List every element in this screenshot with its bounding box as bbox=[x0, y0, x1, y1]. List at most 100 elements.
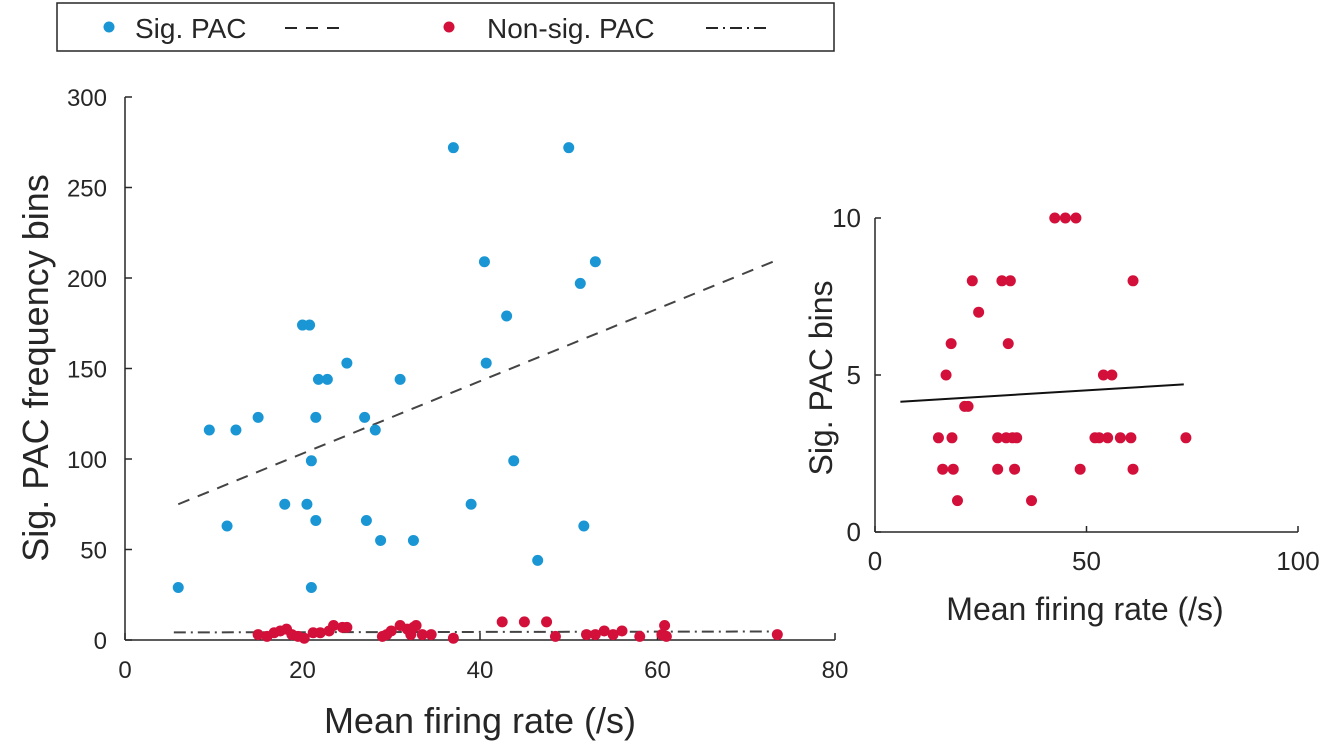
nonsig-data-point bbox=[771, 629, 783, 641]
sig-data-point bbox=[304, 319, 316, 331]
x-tick-label: 0 bbox=[118, 657, 131, 684]
nonsig-data-point bbox=[946, 432, 958, 444]
nonsig-data-point bbox=[947, 463, 959, 475]
nonsig-data-point bbox=[298, 632, 310, 644]
nonsig-data-point bbox=[581, 629, 592, 641]
nonsig-data-point bbox=[1180, 432, 1192, 444]
inset-y-ticks: 0 5 10 bbox=[832, 203, 881, 547]
nonsig-data-point bbox=[616, 625, 628, 637]
fit-line-dashed bbox=[177, 260, 774, 506]
sig-data-point bbox=[394, 373, 406, 385]
main-y-axis-title: Sig. PAC frequency bins bbox=[15, 174, 56, 562]
nonsig-data-point bbox=[549, 630, 561, 642]
nonsig-data-point bbox=[1127, 275, 1139, 287]
nonsig-data-point bbox=[1106, 369, 1118, 381]
inset-x-axis-title: Mean firing rate (/s) bbox=[946, 591, 1223, 627]
sig-data-point bbox=[375, 534, 387, 546]
nonsig-data-point bbox=[1127, 463, 1139, 475]
nonsig-data-point bbox=[1097, 369, 1109, 381]
nonsig-data-point bbox=[496, 616, 508, 628]
nonsig-data-point bbox=[1026, 495, 1038, 507]
nonsig-data-point bbox=[1114, 432, 1126, 444]
sig-data-point bbox=[310, 411, 322, 423]
sig-data-point bbox=[279, 498, 291, 510]
inset-x-axis: 0 50 100 Mean firing rate (/s) bbox=[868, 526, 1320, 627]
main-x-axis: 0 20 40 60 80 Mean firing rate (/s) bbox=[118, 633, 848, 741]
sig-data-point bbox=[321, 373, 333, 385]
sig-data-point bbox=[305, 455, 317, 467]
sig-data-point bbox=[301, 498, 313, 510]
nonsig-data-point bbox=[607, 629, 619, 641]
inset-x-ticks: 0 50 100 bbox=[868, 526, 1320, 576]
x-tick-label: 60 bbox=[644, 657, 671, 684]
legend: Sig. PAC Non-sig. PAC bbox=[56, 2, 835, 52]
nonsig-data-point bbox=[328, 620, 340, 632]
sig-data-point bbox=[447, 142, 459, 154]
sig-data-point bbox=[172, 582, 184, 594]
nonsig-data-point bbox=[1125, 432, 1137, 444]
sig-data-point bbox=[310, 515, 322, 527]
nonsig-data-point bbox=[940, 369, 952, 381]
legend-sig-marker bbox=[103, 21, 115, 33]
sig-data-point bbox=[589, 256, 601, 268]
nonsig-data-point bbox=[660, 630, 672, 642]
sig-data-point bbox=[221, 520, 233, 532]
nonsig-data-point bbox=[447, 632, 459, 644]
sig-data-point bbox=[574, 277, 586, 289]
nonsig-data-point bbox=[973, 306, 985, 318]
nonsig-data-point bbox=[1074, 463, 1086, 475]
nonsig-data-point bbox=[252, 629, 264, 641]
nonsig-data-point bbox=[932, 432, 944, 444]
x-tick-label: 50 bbox=[1072, 546, 1101, 576]
y-tick-label: 200 bbox=[67, 266, 107, 293]
sig-data-point bbox=[501, 310, 513, 322]
nonsig-data-point bbox=[410, 620, 422, 632]
sig-data-point bbox=[359, 411, 371, 423]
x-tick-label: 40 bbox=[467, 657, 494, 684]
nonsig-data-point bbox=[1009, 463, 1021, 475]
nonsig-data-point bbox=[1049, 212, 1061, 224]
inset-y-axis-title: Sig. PAC bins bbox=[803, 280, 839, 475]
legend-sig-label: Sig. PAC bbox=[135, 13, 247, 44]
sig-data-point bbox=[563, 142, 575, 154]
sig-data-point bbox=[465, 498, 477, 510]
nonsig-data-point bbox=[996, 275, 1008, 287]
sig-data-point bbox=[305, 582, 317, 594]
nonsig-data-point bbox=[966, 275, 978, 287]
sig-data-point bbox=[203, 424, 215, 436]
main-y-ticks: 0 50 100 150 200 250 300 bbox=[67, 85, 132, 655]
x-tick-label: 20 bbox=[289, 657, 316, 684]
main-x-axis-title: Mean firing rate (/s) bbox=[324, 700, 636, 741]
main-fit-lines bbox=[173, 260, 774, 634]
nonsig-data-point bbox=[425, 629, 437, 641]
nonsig-data-point bbox=[634, 630, 646, 642]
nonsig-data-point bbox=[1011, 432, 1023, 444]
nonsig-data-point bbox=[937, 463, 949, 475]
main-data-points bbox=[172, 142, 783, 644]
x-tick-label: 80 bbox=[822, 657, 849, 684]
main-y-axis: 0 50 100 150 200 250 300 Sig. PAC frequency bi… bbox=[15, 85, 132, 655]
sig-data-point bbox=[230, 424, 242, 436]
y-tick-label: 50 bbox=[80, 538, 107, 565]
nonsig-data-point bbox=[992, 463, 1004, 475]
nonsig-data-point bbox=[416, 629, 428, 641]
y-tick-label: 100 bbox=[67, 447, 107, 474]
nonsig-data-point bbox=[1093, 432, 1105, 444]
nonsig-data-point bbox=[1070, 212, 1082, 224]
inset-fit-lines bbox=[900, 383, 1184, 403]
y-tick-label: 250 bbox=[67, 176, 107, 203]
nonsig-data-point bbox=[945, 338, 957, 350]
nonsig-data-point bbox=[541, 616, 553, 628]
main-plot: 0 20 40 60 80 Mean firing rate (/s) 0 50 100 15… bbox=[15, 85, 848, 741]
nonsig-data-point bbox=[659, 620, 671, 632]
nonsig-data-point bbox=[962, 400, 974, 412]
nonsig-data-point bbox=[1004, 275, 1016, 287]
nonsig-data-point bbox=[518, 616, 530, 628]
sig-data-point bbox=[508, 455, 520, 467]
main-x-ticks: 0 20 40 60 80 bbox=[118, 633, 848, 684]
y-tick-label: 5 bbox=[847, 360, 861, 390]
y-tick-label: 10 bbox=[832, 203, 861, 233]
y-tick-label: 150 bbox=[67, 357, 107, 384]
fit-line-solid bbox=[900, 383, 1184, 403]
